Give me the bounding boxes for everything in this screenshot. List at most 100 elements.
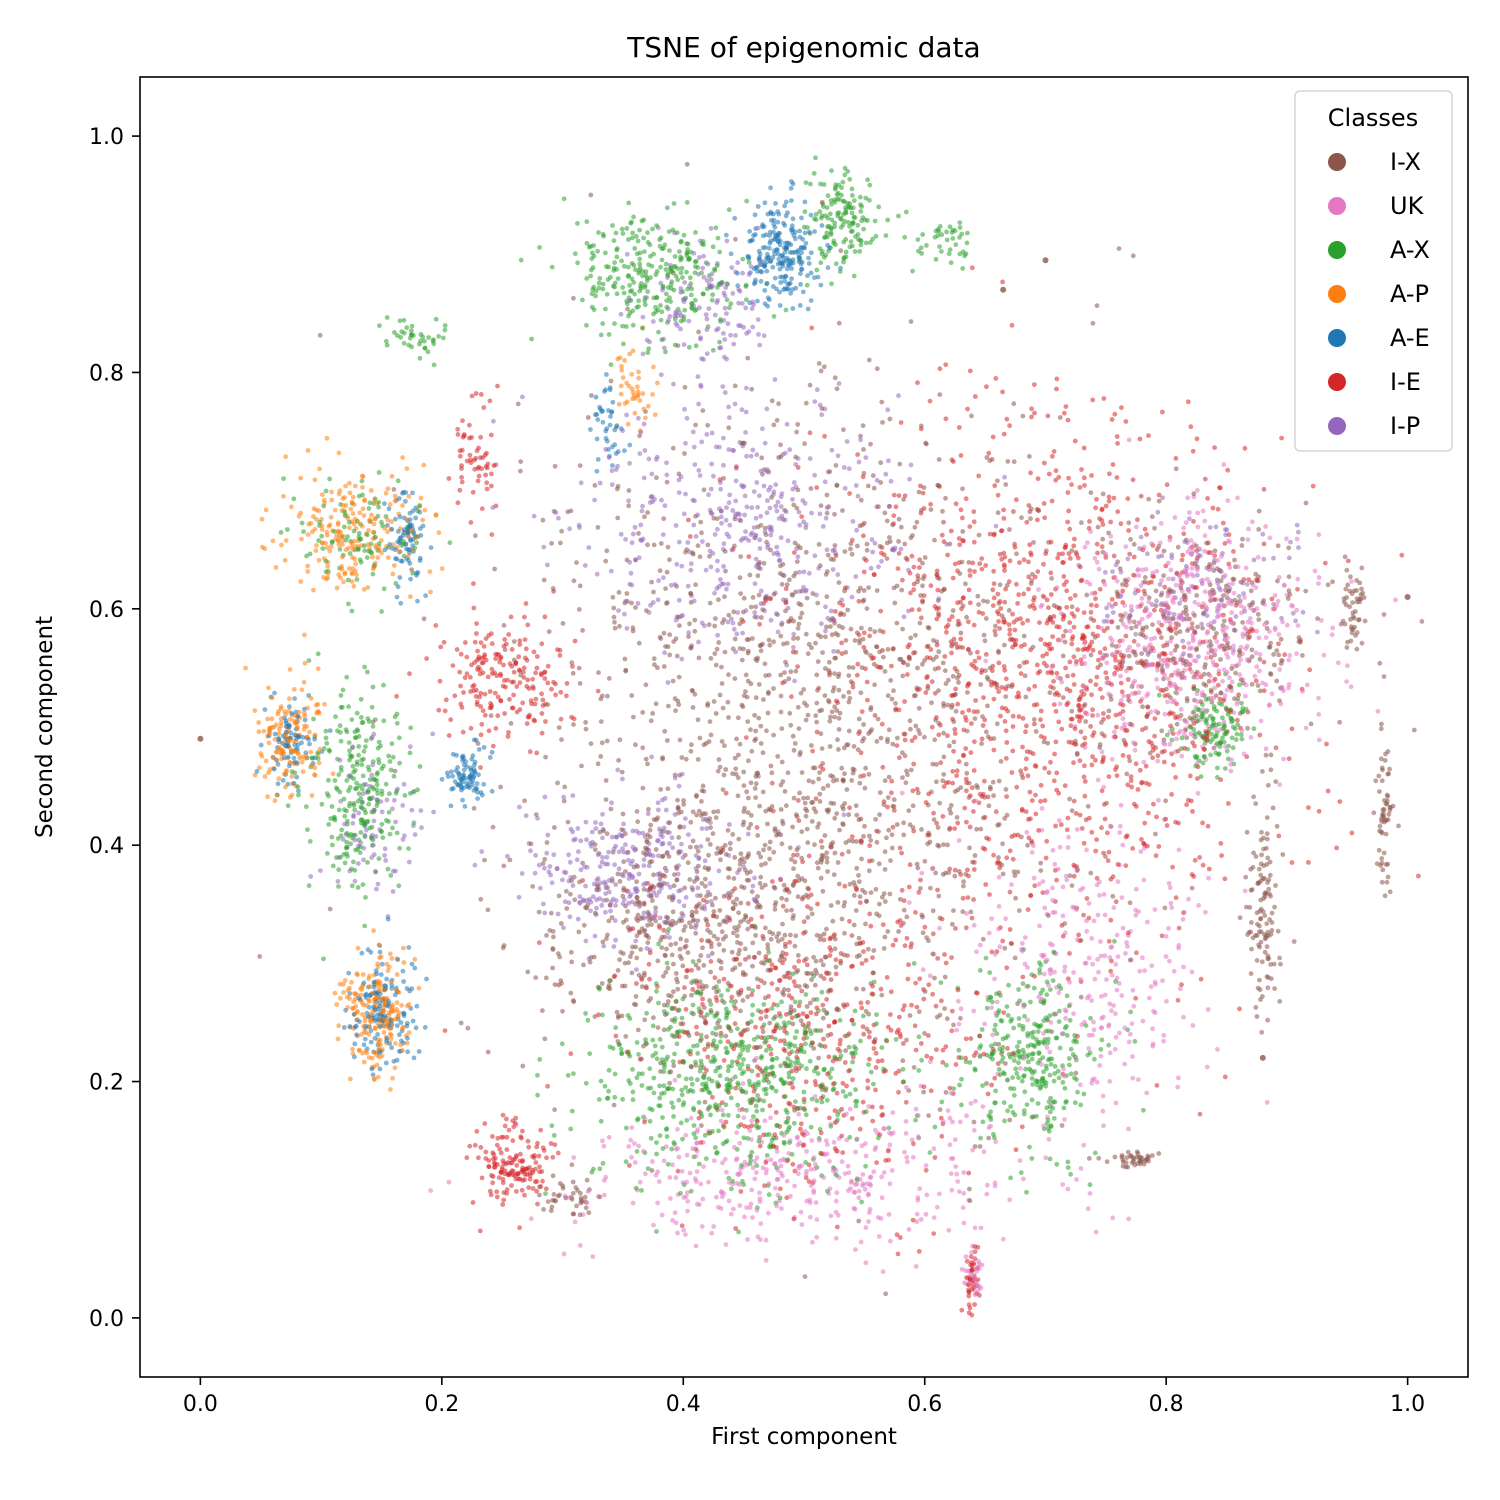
- point-i-x: [658, 541, 664, 546]
- point-i-e: [446, 476, 452, 481]
- point-i-x: [643, 756, 649, 762]
- point-i-x: [583, 720, 588, 725]
- point-i-e: [858, 1000, 864, 1006]
- point-uk: [1126, 1126, 1131, 1132]
- point-i-x: [588, 741, 594, 747]
- point-i-x: [1384, 879, 1390, 885]
- point-i-e: [1051, 449, 1057, 454]
- point-i-x: [940, 660, 946, 666]
- point-i-x: [828, 714, 833, 720]
- point-i-p: [659, 497, 664, 503]
- point-i-x: [552, 982, 558, 987]
- point-i-e: [1111, 495, 1117, 501]
- point-a-e: [401, 979, 406, 984]
- point-i-x: [689, 913, 695, 918]
- point-i-e: [506, 730, 511, 735]
- point-i-x: [913, 632, 918, 638]
- point-i-x: [666, 703, 671, 709]
- point-uk: [947, 1142, 953, 1148]
- point-uk: [1186, 896, 1191, 902]
- point-i-e: [488, 705, 494, 711]
- point-i-p: [1156, 554, 1161, 560]
- point-i-p: [823, 604, 828, 610]
- point-i-p: [783, 509, 789, 515]
- point-uk: [1221, 462, 1227, 467]
- point-uk: [724, 1169, 729, 1175]
- point-a-x: [621, 263, 627, 269]
- point-a-x: [893, 1037, 899, 1042]
- point-i-x: [1161, 548, 1167, 554]
- point-i-e: [470, 489, 476, 495]
- point-i-x: [836, 715, 842, 721]
- point-i-e: [548, 1141, 554, 1146]
- point-uk: [1104, 660, 1110, 666]
- point-i-e: [1150, 755, 1155, 761]
- point-a-e: [400, 968, 406, 974]
- point-i-e: [1041, 561, 1046, 567]
- point-i-x: [746, 919, 751, 925]
- point-uk: [750, 1165, 756, 1171]
- point-i-e: [502, 637, 508, 642]
- point-a-x: [688, 1188, 694, 1194]
- point-i-e: [474, 631, 479, 636]
- point-uk: [1000, 1236, 1006, 1242]
- point-i-x: [1109, 642, 1115, 648]
- point-a-x: [847, 1134, 853, 1140]
- point-i-x: [1124, 1155, 1130, 1160]
- point-i-x: [718, 857, 723, 863]
- point-i-x: [1380, 867, 1386, 873]
- point-i-x: [1274, 678, 1280, 684]
- point-uk: [1122, 1061, 1128, 1067]
- point-i-e: [486, 728, 492, 734]
- point-a-x: [378, 828, 384, 834]
- point-i-e: [822, 433, 827, 439]
- point-i-p: [641, 421, 647, 427]
- point-uk: [768, 1157, 774, 1163]
- point-i-x: [1255, 683, 1261, 688]
- point-a-p: [317, 466, 322, 472]
- point-a-p: [298, 579, 304, 584]
- point-i-x: [825, 552, 831, 558]
- point-i-x: [732, 925, 737, 931]
- point-i-x: [617, 957, 622, 963]
- point-i-e: [885, 1148, 891, 1154]
- point-i-e: [901, 1041, 906, 1046]
- point-i-p: [841, 465, 847, 470]
- point-uk: [637, 1179, 643, 1185]
- point-i-x: [498, 784, 503, 790]
- point-a-x: [610, 223, 615, 228]
- point-i-x: [1362, 618, 1368, 624]
- point-a-x: [1044, 992, 1050, 998]
- point-a-x: [662, 242, 668, 248]
- point-i-x: [805, 651, 811, 657]
- point-i-e: [503, 684, 508, 690]
- point-i-e: [452, 693, 458, 699]
- point-a-x: [1192, 754, 1198, 759]
- point-a-x: [792, 1043, 798, 1049]
- point-i-e: [847, 491, 852, 496]
- point-i-x: [705, 867, 711, 873]
- point-a-x: [600, 1160, 606, 1166]
- point-uk: [656, 1179, 662, 1184]
- point-i-e: [483, 1149, 489, 1155]
- point-i-p: [655, 597, 661, 603]
- point-a-x: [1001, 1100, 1007, 1105]
- point-a-x: [339, 827, 345, 833]
- point-i-e: [814, 485, 820, 490]
- point-i-e: [1337, 799, 1343, 804]
- point-i-x: [796, 621, 802, 627]
- point-a-p: [316, 557, 322, 563]
- point-i-x: [688, 844, 693, 850]
- point-i-x: [1376, 847, 1382, 853]
- point-i-p: [715, 558, 720, 564]
- point-uk: [1141, 877, 1147, 883]
- point-a-x: [674, 230, 680, 236]
- point-i-e: [1081, 912, 1086, 918]
- point-i-e: [844, 1083, 849, 1089]
- point-i-e: [1110, 462, 1116, 467]
- point-a-x: [726, 207, 732, 213]
- point-i-e: [1094, 674, 1100, 680]
- point-i-x: [727, 846, 733, 852]
- point-i-x: [858, 433, 863, 439]
- point-i-e: [1072, 593, 1078, 598]
